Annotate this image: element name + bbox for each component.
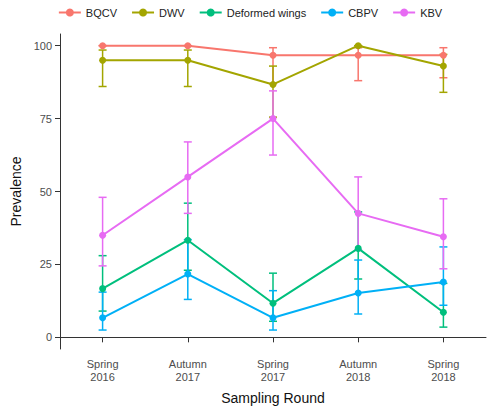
svg-text:2016: 2016 — [90, 371, 114, 383]
svg-text:50: 50 — [40, 186, 52, 198]
svg-text:BQCV: BQCV — [86, 7, 118, 19]
svg-text:Sampling Round: Sampling Round — [221, 390, 325, 406]
svg-text:2018: 2018 — [431, 371, 455, 383]
svg-text:KBV: KBV — [420, 7, 443, 19]
svg-text:2017: 2017 — [176, 371, 200, 383]
svg-text:Prevalence: Prevalence — [8, 156, 24, 226]
svg-text:75: 75 — [40, 113, 52, 125]
svg-text:Deformed wings: Deformed wings — [227, 7, 307, 19]
svg-text:25: 25 — [40, 258, 52, 270]
svg-text:Autumn: Autumn — [169, 358, 207, 370]
svg-text:2017: 2017 — [261, 371, 285, 383]
svg-text:0: 0 — [46, 331, 52, 343]
svg-text:CBPV: CBPV — [348, 7, 379, 19]
svg-text:Autumn: Autumn — [339, 358, 377, 370]
svg-text:DWV: DWV — [159, 7, 185, 19]
svg-text:2018: 2018 — [346, 371, 370, 383]
svg-text:Spring: Spring — [257, 358, 289, 370]
svg-text:Spring: Spring — [428, 358, 460, 370]
svg-text:100: 100 — [34, 40, 52, 52]
svg-text:Spring: Spring — [87, 358, 119, 370]
